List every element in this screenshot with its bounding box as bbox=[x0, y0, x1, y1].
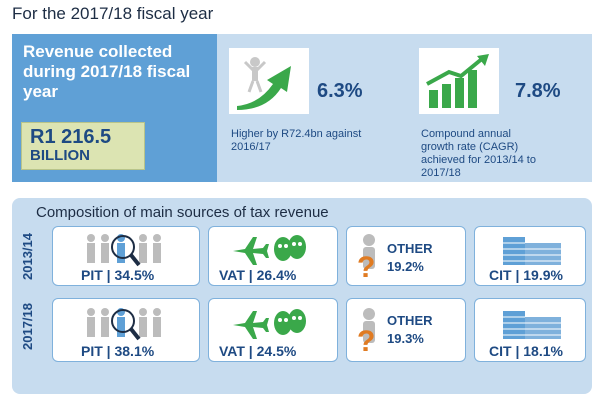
other-card-2017: ? OTHER 19.3% bbox=[346, 298, 466, 362]
question-figure-icon: ? bbox=[357, 308, 375, 357]
growth-arrow-icon bbox=[229, 48, 309, 114]
page-heading: For the 2017/18 fiscal year bbox=[12, 4, 214, 23]
cagr-stat-panel: 7.8% Compound annual growth rate (CAGR) … bbox=[407, 34, 592, 182]
bar-chart-icon bbox=[419, 48, 499, 114]
revenue-banner: Revenue collected during 2017/18 fiscal … bbox=[12, 34, 592, 182]
cit-label-2013: CIT | 19.9% bbox=[489, 267, 563, 283]
other-label-2013: OTHER bbox=[387, 241, 433, 256]
pit-card-2017: PIT | 38.1% bbox=[52, 298, 200, 362]
revenue-amount: R1 216.5 bbox=[30, 126, 112, 148]
vat-label-2013: VAT | 26.4% bbox=[219, 267, 297, 283]
other-value-2013: 19.2% bbox=[387, 259, 424, 274]
composition-section: Composition of main sources of tax reven… bbox=[12, 198, 592, 394]
year-label-2017-18: 2017/18 bbox=[20, 303, 35, 350]
cit-card-2013: CIT | 19.9% bbox=[474, 226, 586, 286]
other-card-2013: ? OTHER 19.2% bbox=[346, 226, 466, 286]
cagr-value: 7.8% bbox=[515, 80, 561, 102]
growth-value: 6.3% bbox=[317, 80, 363, 102]
building-icon bbox=[503, 237, 561, 265]
cagr-description: Compound annual growth rate (CAGR) achie… bbox=[421, 128, 536, 179]
building-icon bbox=[503, 311, 561, 339]
svg-text:?: ? bbox=[357, 325, 375, 357]
svg-text:?: ? bbox=[357, 251, 375, 283]
revenue-amount-box: R1 216.5 BILLION bbox=[21, 122, 145, 170]
other-value-2017: 19.3% bbox=[387, 331, 424, 346]
revenue-title: Revenue collected during 2017/18 fiscal … bbox=[23, 42, 191, 101]
cit-card-2017: CIT | 18.1% bbox=[474, 298, 586, 362]
people-magnifier-icon bbox=[87, 234, 161, 267]
revenue-unit: BILLION bbox=[30, 147, 90, 164]
vat-card-2017: VAT | 24.5% bbox=[208, 298, 338, 362]
revenue-panel: Revenue collected during 2017/18 fiscal … bbox=[12, 34, 217, 182]
composition-title: Composition of main sources of tax reven… bbox=[36, 204, 329, 221]
question-figure-icon: ? bbox=[357, 234, 375, 283]
vat-label-2017: VAT | 24.5% bbox=[219, 343, 297, 359]
pit-label-2013: PIT | 34.5% bbox=[81, 267, 155, 283]
vat-card-2013: VAT | 26.4% bbox=[208, 226, 338, 286]
pit-label-2017: PIT | 38.1% bbox=[81, 343, 155, 359]
growth-description: Higher by R72.4bn against 2016/17 bbox=[231, 128, 362, 153]
year-label-2013-14: 2013/14 bbox=[20, 233, 35, 280]
plane-masks-icon bbox=[233, 235, 306, 265]
people-magnifier-icon bbox=[87, 308, 161, 341]
plane-masks-icon bbox=[233, 309, 306, 339]
growth-stat-panel: 6.3% Higher by R72.4bn against 2016/17 bbox=[217, 34, 407, 182]
cit-label-2017: CIT | 18.1% bbox=[489, 343, 563, 359]
pit-card-2013: PIT | 34.5% bbox=[52, 226, 200, 286]
other-label-2017: OTHER bbox=[387, 313, 433, 328]
